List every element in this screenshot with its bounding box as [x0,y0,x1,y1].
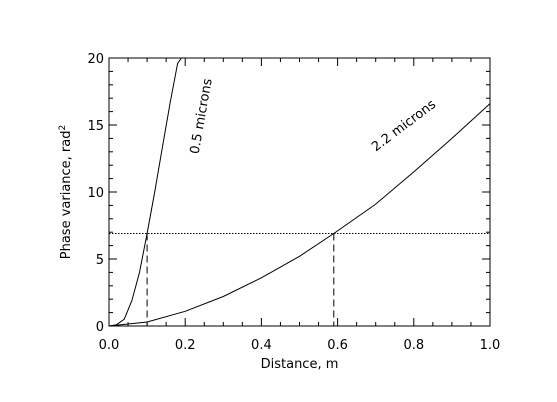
x-tick-label: 1.0 [480,338,501,353]
y-tick-label: 0 [96,320,104,335]
y-axis-title-main: Phase variance, rad [59,130,74,259]
x-tick-label: 0.6 [327,338,348,353]
x-tick-label: 0.8 [403,338,424,353]
plot-area: 0.0 0.2 0.4 0.6 0.8 1.0 0 5 10 15 20 0.5 microns 2… [87,52,500,353]
series-line-long-wavelength [108,103,491,327]
y-axis: 0 5 10 15 20 [87,52,490,335]
y-tick-label: 15 [87,119,104,134]
x-tick-label: 0.4 [251,338,272,353]
y-axis-title: Phase variance, rad2 [58,125,74,259]
x-axis-title: Distance, m [261,357,339,372]
plot-frame [108,57,491,327]
curve-annotation: 2.2 microns [369,97,439,155]
series-line-short-wavelength [108,57,182,327]
x-tick-label: 0.2 [175,338,196,353]
x-axis: 0.0 0.2 0.4 0.6 0.8 1.0 [99,58,501,353]
reference-lines [109,233,490,326]
x-tick-label: 0.0 [99,338,120,353]
annotations: 0.5 microns 2.2 microns [188,77,439,155]
y-tick-label: 5 [96,253,104,268]
y-axis-title-superscript: 2 [58,125,68,131]
y-tick-label: 20 [87,52,104,67]
series-layer [108,57,491,327]
y-tick-label: 10 [87,186,104,201]
curve-annotation: 0.5 microns [188,77,216,155]
